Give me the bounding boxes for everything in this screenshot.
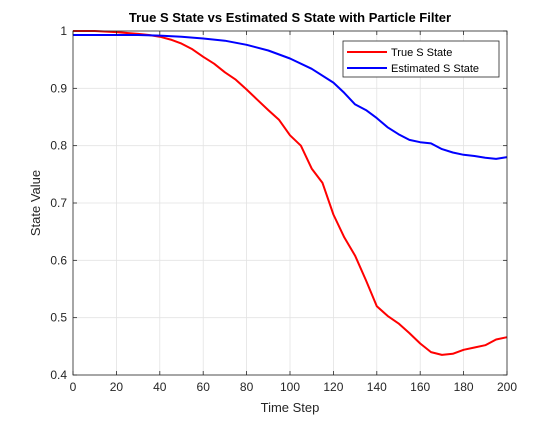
x-tick-label: 160 [410, 380, 430, 394]
legend: True S State Estimated S State [342, 40, 500, 78]
x-tick-label: 40 [153, 380, 167, 394]
tick-labels: 0 20 40 60 80 100 120 140 160 180 200 0.4 0.5 0.6 0.7 0… [50, 24, 517, 394]
y-axis-label: State Value [28, 170, 43, 236]
x-tick-label: 100 [280, 380, 300, 394]
series-line-estimated-s-state [73, 34, 508, 160]
x-tick-label: 140 [367, 380, 387, 394]
y-tick-label: 0.4 [50, 368, 67, 382]
x-tick-label: 180 [454, 380, 474, 394]
ticks [72, 30, 508, 376]
legend-label-estimated: Estimated S State [391, 63, 479, 75]
series-line-true-s-state [73, 30, 508, 356]
y-tick-label: 0.5 [50, 311, 67, 325]
legend-label-true: True S State [391, 47, 452, 59]
y-tick-label: 0.7 [50, 196, 67, 210]
x-axis-label: Time Step [261, 400, 320, 415]
legend-box [342, 40, 500, 78]
y-tick-label: 0.9 [50, 81, 67, 95]
y-tick-label: 1 [60, 24, 67, 38]
x-tick-label: 200 [497, 380, 517, 394]
y-tick-label: 0.8 [50, 139, 67, 153]
x-tick-label: 60 [197, 380, 211, 394]
y-tick-label: 0.6 [50, 253, 67, 267]
x-tick-label: 120 [323, 380, 343, 394]
x-tick-label: 0 [70, 380, 77, 394]
x-tick-label: 20 [110, 380, 124, 394]
chart-title: True S State vs Estimated S State with P… [129, 10, 451, 25]
x-tick-label: 80 [240, 380, 254, 394]
series-layer [73, 30, 508, 356]
